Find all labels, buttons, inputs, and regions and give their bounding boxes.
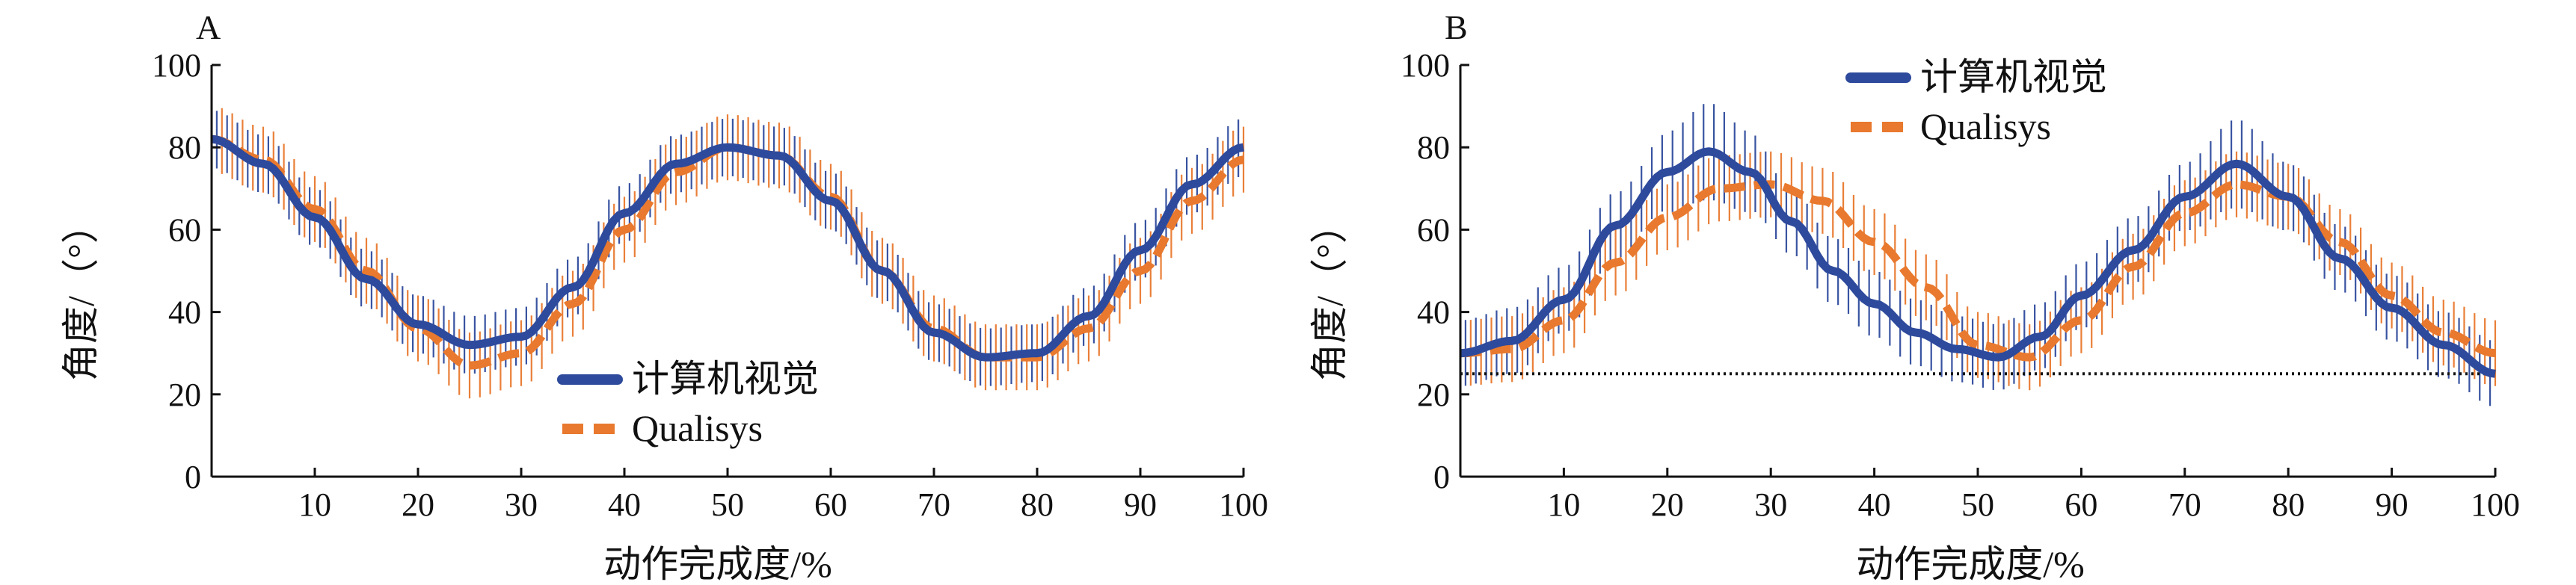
- x-tick-label: 90: [2376, 486, 2409, 523]
- series-line-computer-vision: [1460, 147, 2496, 378]
- y-tick-label: 40: [1417, 294, 1450, 331]
- panel-b-series-lines: [1460, 147, 2496, 378]
- panel-a-axes: 0 20 40 60 80 100 10 20 30 40 50 60 70 80 90 100: [152, 47, 1268, 523]
- panel-a-error-bars: [215, 108, 1245, 399]
- x-tick-label: 20: [1651, 486, 1684, 523]
- x-tick-label: 50: [711, 486, 744, 523]
- series-line-computer-vision: [211, 134, 1244, 362]
- y-tick-label: 20: [168, 377, 201, 413]
- x-tick-label: 60: [2065, 486, 2097, 523]
- y-tick-label: 0: [1433, 459, 1450, 495]
- series-line-qualisys: [1460, 180, 2496, 362]
- y-tick-label: 0: [185, 459, 201, 495]
- x-tick-label: 20: [402, 486, 434, 523]
- x-tick-label: 30: [505, 486, 538, 523]
- x-tick-label: 40: [608, 486, 641, 523]
- panel-a-y-axis-label: 角度/（°）: [60, 206, 102, 381]
- x-tick-label: 70: [917, 486, 950, 523]
- x-tick-label: 100: [2471, 486, 2520, 523]
- y-tick-label: 100: [1401, 47, 1450, 84]
- panel-a-legend: 计算机视觉 Qualisys: [557, 358, 819, 449]
- x-tick-label: 90: [1124, 486, 1157, 523]
- x-tick-label: 40: [1858, 486, 1891, 523]
- x-tick-label: 50: [1961, 486, 1994, 523]
- x-tick-label: 70: [2168, 486, 2201, 523]
- panel-label-a: A: [196, 8, 221, 46]
- x-tick-label: 80: [2272, 486, 2305, 523]
- y-tick-label: 80: [1417, 129, 1450, 166]
- panel-b-y-axis-label: 角度/（°）: [1309, 206, 1350, 381]
- x-tick-label: 30: [1754, 486, 1787, 523]
- x-tick-label: 10: [1547, 486, 1580, 523]
- x-tick-label: 10: [298, 486, 331, 523]
- panel-b-x-axis-label: 动作完成度/%: [1856, 543, 2085, 585]
- y-tick-label: 60: [1417, 211, 1450, 248]
- panel-a-x-axis-label: 动作完成度/%: [603, 543, 832, 585]
- legend-label-qualisys: Qualisys: [1920, 105, 2051, 147]
- panel-a: A 0 20 40 60 80 100 10 20 30 40 50 60 70 80 90 100 动作完成…: [60, 8, 1268, 585]
- y-tick-label: 40: [168, 294, 201, 331]
- y-tick-label: 80: [168, 129, 201, 166]
- x-tick-label: 100: [1219, 486, 1268, 523]
- panel-label-b: B: [1445, 8, 1468, 46]
- y-tick-label: 20: [1417, 377, 1450, 413]
- legend-label-computer-vision: 计算机视觉: [1920, 56, 2107, 98]
- x-tick-label: 60: [814, 486, 847, 523]
- legend-label-qualisys: Qualisys: [632, 407, 763, 449]
- x-tick-label: 80: [1021, 486, 1054, 523]
- y-tick-label: 60: [168, 211, 201, 248]
- y-tick-label: 100: [152, 47, 201, 84]
- legend-label-computer-vision: 计算机视觉: [632, 358, 819, 400]
- panel-b-axes: 0 20 40 60 80 100 10 20 30 40 50 60 70 80 90 100: [1401, 47, 2520, 523]
- panel-b-legend: 计算机视觉 Qualisys: [1845, 56, 2107, 147]
- panel-b: B 0 20 40 60 80 100 10 20 30 40 50 60 70 80 90 100 动作完成…: [1309, 8, 2520, 585]
- panel-a-series-lines: [211, 134, 1245, 370]
